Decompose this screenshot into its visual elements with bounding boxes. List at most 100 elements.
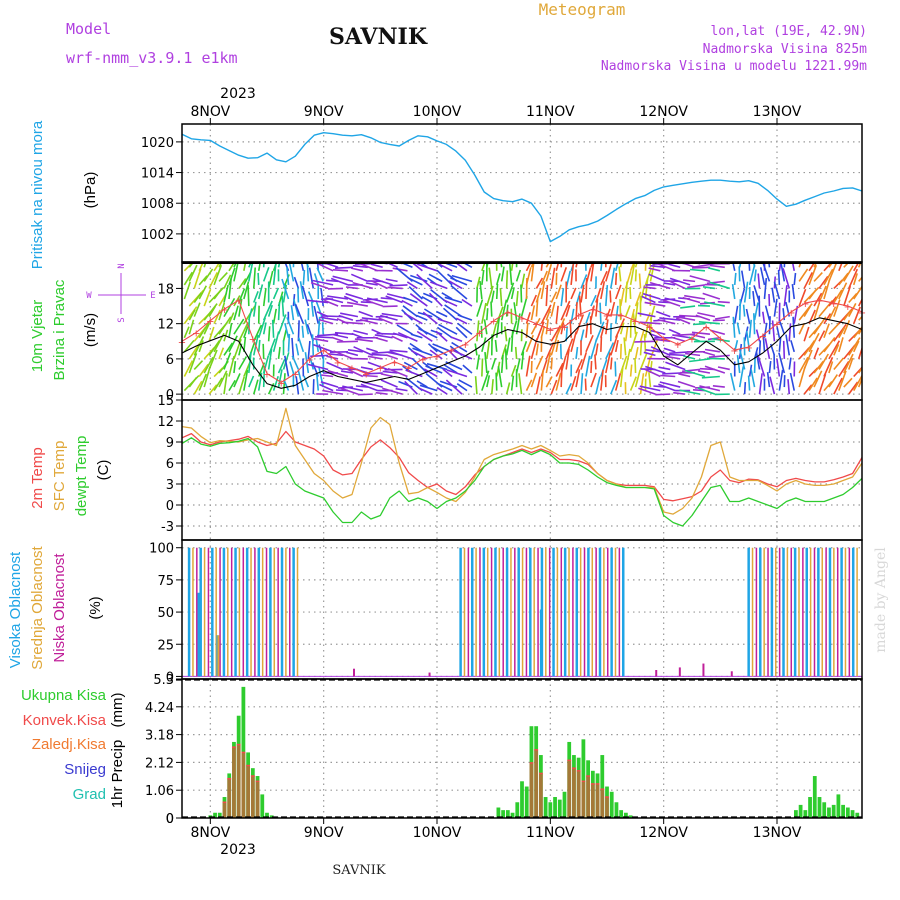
wind-arrow	[328, 353, 344, 357]
wind-arrow	[352, 281, 373, 290]
wind-arrow	[545, 285, 549, 307]
wind-arrow	[670, 336, 686, 343]
wind-arrow	[203, 288, 212, 307]
wind-arrow	[203, 268, 214, 282]
wind-arrow	[852, 273, 858, 286]
wind-arrow	[609, 357, 613, 370]
wind-arrow	[213, 264, 223, 286]
wind-arrow	[838, 262, 844, 272]
wind-arrow	[619, 288, 625, 307]
wind-arrow	[490, 379, 494, 395]
wind-arrow	[183, 360, 194, 377]
wind-arrow	[659, 317, 681, 321]
wind-arrow	[380, 373, 393, 378]
wind-gust-marker: +	[617, 311, 625, 322]
precip-total-bar	[628, 815, 633, 818]
wind-arrow	[623, 337, 627, 356]
wind-arrow	[500, 299, 508, 321]
wind-arrow	[481, 370, 490, 391]
wind-arrow	[782, 340, 786, 359]
wind-arrow	[313, 337, 329, 343]
wind-arrow	[495, 283, 499, 300]
wind-arrow	[694, 262, 716, 268]
wind-arrow	[555, 284, 562, 300]
wind-arrow	[634, 369, 641, 388]
wind-arrow	[367, 355, 383, 360]
wind-arrow	[476, 276, 481, 289]
wind-arrow	[286, 266, 290, 285]
wind-arrow	[741, 270, 746, 289]
wind-arrow	[753, 302, 759, 321]
wind-arrow	[338, 314, 354, 321]
wind-arrow	[198, 275, 208, 286]
wind-arrow	[813, 262, 818, 268]
wind-arrow	[476, 320, 480, 342]
wind-arrow	[476, 354, 480, 370]
wind-arrow	[435, 310, 448, 318]
wind-gust-marker: +	[376, 364, 384, 375]
precip-total-bar	[614, 802, 619, 818]
wind-arrow	[595, 321, 605, 342]
wind-gust-marker: +	[702, 323, 710, 334]
wind-arrow	[853, 374, 862, 391]
wind-arrow	[385, 278, 398, 283]
wind-arrow	[272, 308, 277, 324]
wind-arrow	[406, 281, 418, 290]
wind-arrow	[203, 366, 211, 388]
wind-arrow	[704, 348, 720, 353]
wind-gust-marker: +	[645, 323, 653, 334]
wind-arrow	[838, 272, 849, 286]
wind-arrow	[198, 285, 208, 300]
wind-arrow	[668, 328, 681, 335]
wind-arrow	[766, 372, 771, 388]
wind-arrow	[545, 342, 555, 360]
wind-arrow	[738, 366, 745, 388]
wind-arrow	[691, 331, 711, 336]
wind-arrow	[664, 297, 686, 304]
wind-arrow	[535, 277, 544, 289]
wind-arrow	[813, 360, 824, 374]
wind-arrow	[505, 382, 511, 395]
temp-sfc-line	[181, 407, 863, 515]
wind-arrow	[287, 333, 291, 352]
wind-arrow	[560, 366, 563, 388]
wind-arrow	[333, 350, 354, 360]
wind-arrow	[650, 329, 666, 336]
model-elevation-label: Nadmorska Visina u modelu 1221.99m	[601, 59, 867, 74]
wind-arrow	[580, 373, 584, 395]
wind-arrow	[682, 296, 701, 304]
wind-arrow	[404, 380, 418, 395]
precip-legend: Ukupna Kisa Konvek.Kisa Zaledj.Kisa Snij…	[21, 687, 126, 808]
precip-total-bar	[841, 804, 845, 818]
wind-arrow	[638, 273, 642, 289]
wind-arrow	[833, 357, 845, 370]
wind-ylabel-line2: Brzina i Pravac	[51, 279, 68, 380]
meteogram-title: Meteogram	[539, 0, 626, 19]
x-top-label-10nov: 10NOV	[413, 104, 462, 120]
wind-arrow	[818, 275, 829, 289]
wind-arrow	[624, 348, 631, 370]
precip-conv-bar	[567, 760, 572, 818]
wind-arrow	[655, 310, 671, 318]
wind-arrow	[423, 368, 438, 378]
year-top: 2023	[220, 86, 256, 102]
wind-arrow	[208, 326, 215, 342]
wind-arrow	[843, 309, 852, 321]
wind-arrow	[481, 337, 487, 353]
wind-arrow	[747, 375, 751, 391]
wind-arrow	[311, 334, 315, 356]
wind-arrow	[518, 373, 523, 395]
cloud-ytick-label-2: 50	[157, 606, 174, 621]
wind-arrow	[203, 356, 214, 374]
wind-arrow	[419, 384, 438, 392]
wind-compass: N S E W	[86, 263, 155, 322]
wind-arrow	[208, 272, 219, 289]
wind-arrow	[310, 281, 329, 290]
wind-arrow	[755, 351, 761, 370]
wind-arrow	[650, 264, 666, 269]
wind-arrow	[288, 262, 295, 282]
wind-arrow	[228, 379, 236, 392]
wind-arrow	[689, 358, 711, 363]
precip-total-bar	[553, 797, 557, 818]
wind-arrow	[500, 262, 503, 268]
